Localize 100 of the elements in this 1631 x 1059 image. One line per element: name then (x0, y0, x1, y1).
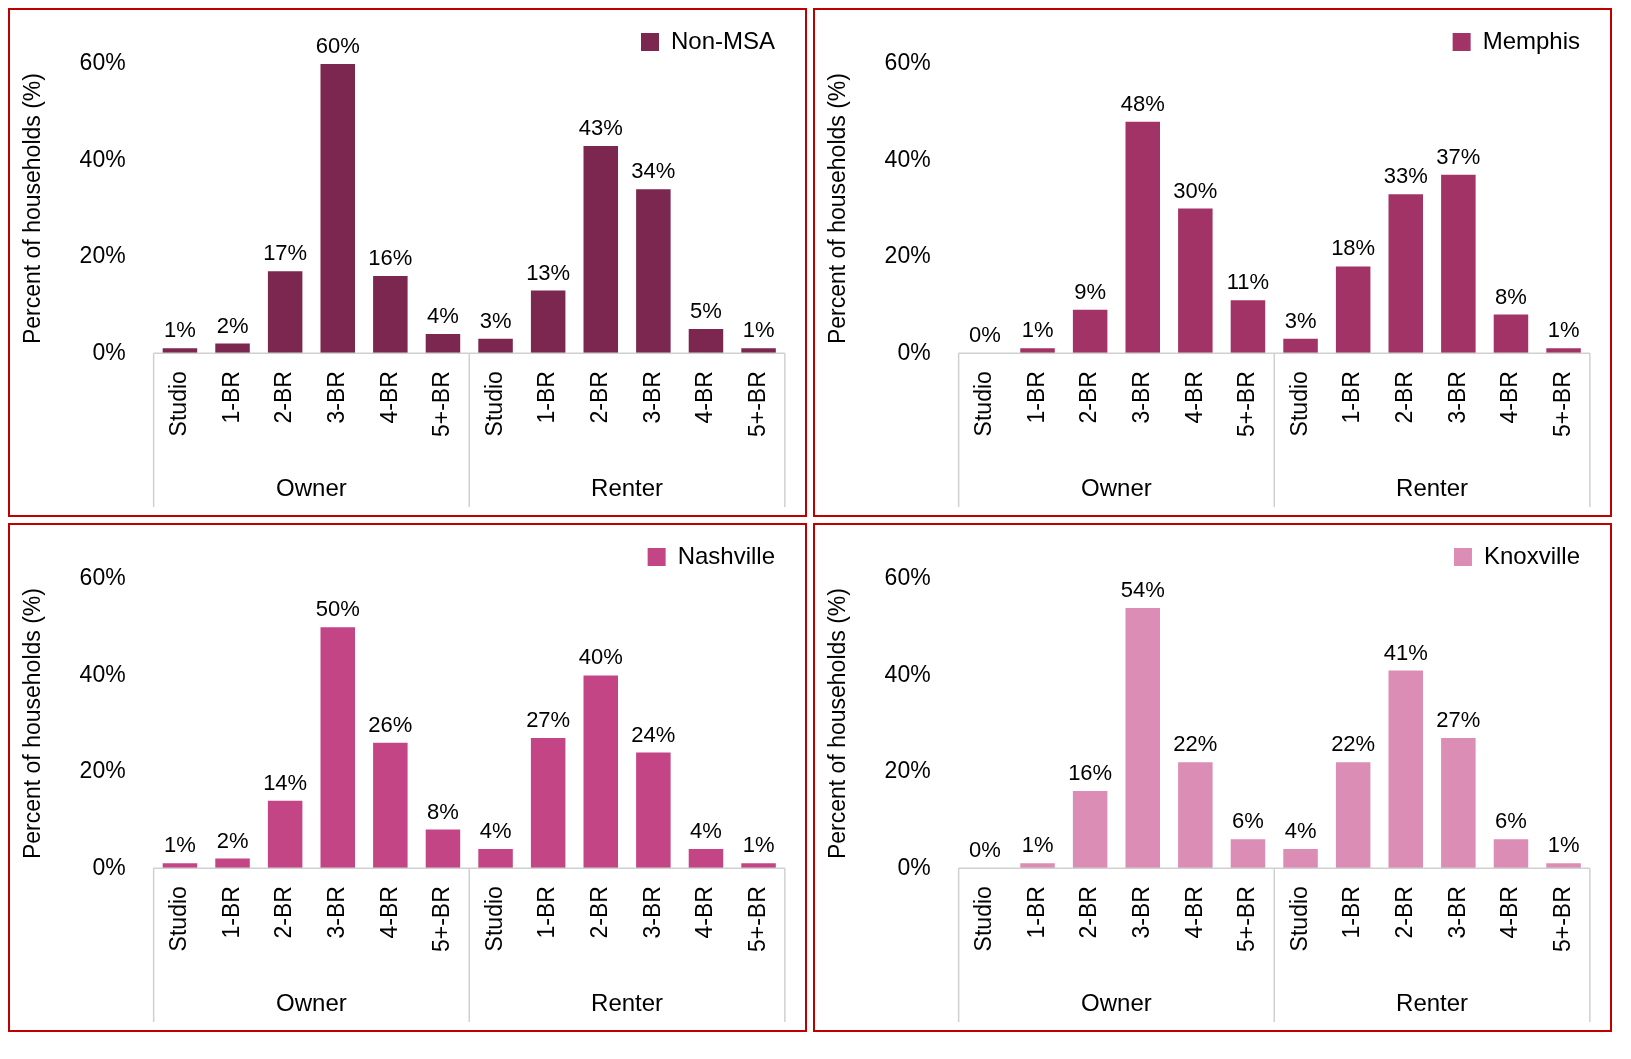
x-tick-label: 4-BR (691, 886, 718, 939)
x-tick-label: 4-BR (1180, 371, 1207, 424)
data-label: 2% (216, 827, 249, 853)
legend-label: Memphis (1482, 26, 1580, 54)
bar (530, 738, 566, 869)
x-tick-label: 3-BR (638, 886, 665, 939)
data-label: 6% (1232, 808, 1264, 834)
x-tick-label: 2-BR (270, 371, 297, 424)
data-label: 5% (690, 298, 722, 324)
x-tick-label: 5+-BR (428, 371, 455, 438)
x-tick-label: 3-BR (323, 371, 350, 424)
bar (267, 800, 303, 869)
x-tick-label: Studio (165, 371, 192, 437)
x-tick-label: Studio (970, 371, 997, 437)
bar (636, 752, 671, 869)
data-label: 4% (427, 302, 459, 328)
data-label: 30% (1173, 177, 1218, 203)
y-axis-title: Percent of households (%) (824, 588, 851, 860)
data-label: 1% (164, 832, 196, 858)
data-label: 4% (479, 817, 512, 843)
legend-label: Non-MSA (670, 26, 775, 54)
legend-label: Nashville (677, 541, 775, 569)
data-label: 27% (1436, 707, 1481, 733)
text: Renter (1396, 473, 1469, 501)
x-tick-label: 5+-BR (1233, 371, 1260, 438)
x-tick-label: 3-BR (323, 886, 350, 939)
data-label: 8% (1495, 283, 1527, 309)
x-tick-label: 2-BR (586, 371, 613, 424)
bar (425, 829, 461, 869)
data-label: 27% (526, 707, 571, 733)
data-label: 33% (1383, 163, 1428, 189)
data-label: 11% (1226, 269, 1270, 295)
x-tick-label: Studio (1285, 886, 1312, 952)
text: Owner (1081, 473, 1152, 501)
data-label: 9% (1074, 278, 1107, 304)
data-label: 3% (1284, 307, 1317, 333)
x-tick-label: 2-BR (1075, 371, 1102, 424)
data-label: 1% (742, 832, 775, 858)
bar (478, 848, 513, 869)
y-tick-label: 60% (884, 49, 931, 76)
x-tick-label: 2-BR (1075, 886, 1102, 939)
y-axis-title: Percent of households (%) (824, 73, 851, 345)
data-label: 3% (479, 307, 512, 333)
data-label: 1% (742, 317, 775, 343)
x-tick-label: 1-BR (533, 371, 560, 424)
data-label: 6% (1495, 808, 1527, 834)
text: Renter (591, 988, 664, 1016)
bar (1283, 338, 1318, 354)
data-label: 37% (1436, 143, 1481, 169)
y-tick-label: 40% (79, 660, 126, 687)
data-label: 1% (1547, 832, 1580, 858)
x-tick-label: 1-BR (533, 886, 560, 939)
y-tick-label: 40% (884, 660, 931, 687)
text: Owner (1081, 988, 1152, 1016)
y-tick-label: 0% (92, 338, 126, 365)
data-label: 8% (427, 798, 459, 824)
bar (1441, 738, 1476, 869)
bar (320, 627, 355, 869)
text: Owner (276, 473, 347, 501)
data-label: 50% (315, 596, 360, 622)
x-tick-label: 5+-BR (743, 886, 770, 953)
x-tick-label: 4-BR (1180, 886, 1207, 939)
x-tick-label: 2-BR (270, 886, 297, 939)
bar (1125, 121, 1160, 354)
bar (320, 64, 355, 354)
x-tick-label: 5+-BR (1548, 371, 1575, 438)
y-axis-title: Percent of households (%) (19, 588, 46, 860)
data-label: 1% (1021, 317, 1054, 343)
bar (1125, 607, 1160, 869)
y-tick-label: 0% (92, 853, 126, 880)
x-tick-label: 5+-BR (1548, 886, 1575, 953)
data-label: 34% (631, 158, 676, 184)
x-tick-label: 4-BR (1496, 886, 1523, 939)
data-label: 16% (368, 245, 413, 271)
text: Renter (1396, 988, 1469, 1016)
bar (1178, 762, 1213, 869)
bar (1178, 208, 1213, 354)
bar (425, 333, 461, 354)
y-tick-label: 0% (897, 338, 931, 365)
bar (1230, 300, 1266, 354)
data-label: 4% (1284, 817, 1317, 843)
bar (688, 329, 724, 354)
bar (1335, 266, 1371, 354)
y-tick-label: 40% (79, 145, 126, 172)
y-tick-label: 20% (884, 242, 931, 269)
bar (583, 145, 619, 354)
bar (478, 338, 513, 354)
x-tick-label: 1-BR (217, 371, 244, 424)
data-label: 4% (690, 817, 722, 843)
bar (1441, 174, 1476, 354)
bar (1388, 670, 1424, 869)
bar (688, 848, 724, 869)
x-tick-label: 1-BR (1022, 886, 1049, 939)
data-label: 1% (1547, 317, 1580, 343)
x-tick-label: 2-BR (1391, 371, 1418, 424)
y-tick-label: 0% (897, 853, 931, 880)
x-tick-label: 5+-BR (1233, 886, 1260, 953)
x-tick-label: 1-BR (217, 886, 244, 939)
y-tick-label: 60% (884, 564, 931, 591)
x-tick-label: 4-BR (375, 371, 402, 424)
